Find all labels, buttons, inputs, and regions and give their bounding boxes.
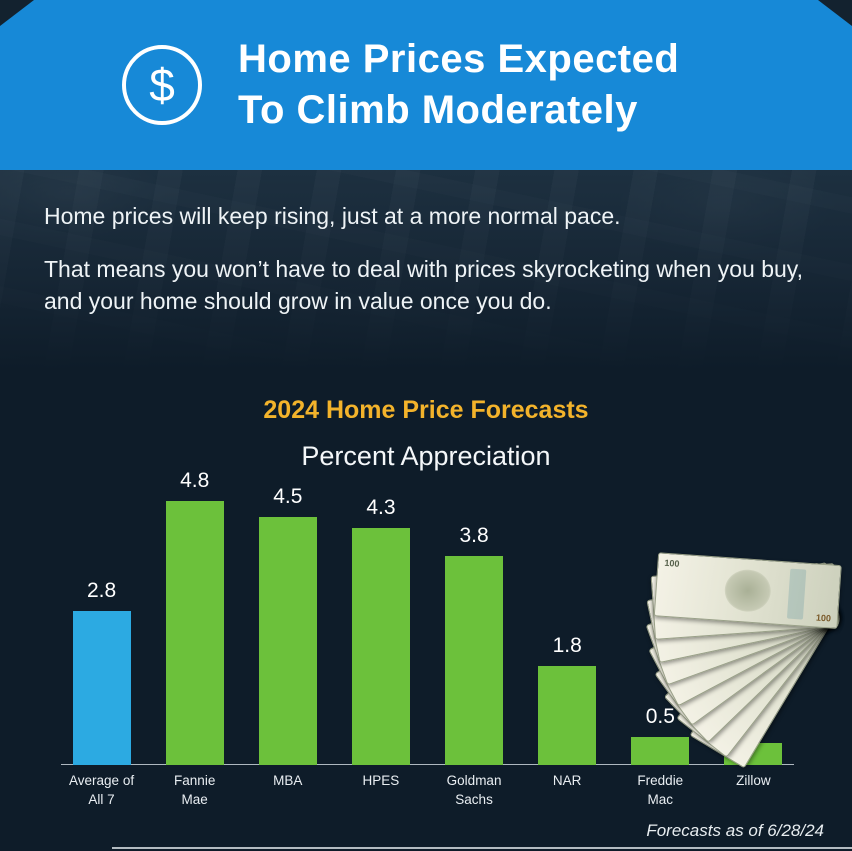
page-title-line-2: To Climb Moderately xyxy=(238,88,638,132)
bar-chart: 2.8 Average of All 7 4.8 Fannie Mae 4.5 MBA 4.3 H… xyxy=(55,469,800,815)
bar-category-label: Goldman Sachs xyxy=(446,773,502,807)
chart-section: 2024 Home Price Forecasts Percent Apprec… xyxy=(0,370,852,851)
bar-group: 0.5 Freddie Mac xyxy=(614,470,707,815)
bar-group: 3.8 Goldman Sachs xyxy=(428,470,521,815)
bar-value-label: 4.5 xyxy=(273,485,303,508)
bar-value-label: 1.8 xyxy=(552,634,582,657)
dollar-icon: $ xyxy=(122,45,202,125)
corner-decoration-right xyxy=(818,0,852,26)
dollar-bill: 100 100 xyxy=(653,552,842,630)
page-title: Home Prices Expected To Climb Moderately xyxy=(238,34,679,136)
bottom-edge-line xyxy=(112,847,852,849)
bar-value-label: 3.8 xyxy=(459,524,489,547)
bar-category-label: Fannie Mae xyxy=(174,773,216,807)
intro-section: Home prices will keep rising, just at a … xyxy=(0,170,852,370)
bar xyxy=(165,501,224,765)
bill-denomination: 100 xyxy=(815,612,832,624)
bar xyxy=(258,517,317,765)
bar-group: 1.8 NAR xyxy=(521,470,614,815)
bar-category-label: Zillow xyxy=(736,773,771,788)
intro-line-1: Home prices will keep rising, just at a … xyxy=(44,203,621,229)
dollar-glyph: $ xyxy=(149,59,175,111)
bar-category-label: MBA xyxy=(273,773,303,788)
bar-category-label: Average of All 7 xyxy=(69,773,135,807)
bar xyxy=(445,556,504,765)
page-title-line-1: Home Prices Expected xyxy=(238,36,680,81)
intro-text: Home prices will keep rising, just at a … xyxy=(0,170,852,318)
bar-category-label: NAR xyxy=(552,773,582,788)
bar-category-label: Freddie Mac xyxy=(637,773,684,807)
bar xyxy=(351,528,410,765)
bar-value-label: 4.3 xyxy=(366,496,396,519)
bar-value-label: 2.8 xyxy=(86,579,117,602)
bar xyxy=(538,666,597,765)
bar-group: 4.5 MBA xyxy=(241,470,334,815)
money-fan-image: 1001001001001001001001001001001001001001… xyxy=(614,432,852,769)
intro-line-2: That means you won’t have to deal with p… xyxy=(44,255,803,315)
header: $ Home Prices Expected To Climb Moderatel… xyxy=(0,0,852,170)
chart-subtitle: Percent Appreciation xyxy=(301,441,551,471)
chart-baseline xyxy=(61,764,794,765)
bar xyxy=(631,737,690,765)
chart-title: 2024 Home Price Forecasts xyxy=(263,396,589,424)
corner-decoration-left xyxy=(0,0,34,26)
bar xyxy=(72,611,131,765)
bar-category-label: HPES xyxy=(362,773,400,788)
bill-denomination: 100 xyxy=(664,557,680,569)
bar-group: 2.8 Average of All 7 xyxy=(55,470,148,815)
bar-group: 4.3 HPES xyxy=(334,470,427,815)
bar-group: 4.8 Fannie Mae xyxy=(148,469,241,815)
bar-value-label: 0.5 xyxy=(645,705,675,728)
forecast-date-note: Forecasts as of 6/28/24 xyxy=(646,821,824,840)
photo-dark-overlay xyxy=(0,170,852,370)
bar-value-label: 4.8 xyxy=(180,469,210,492)
